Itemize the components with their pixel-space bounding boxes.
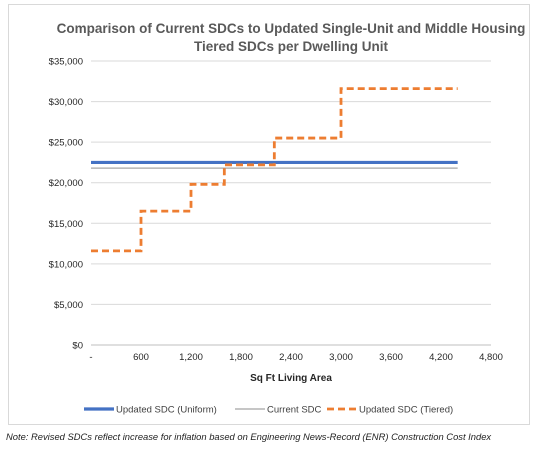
x-tick-label: 1,200 (179, 352, 203, 363)
legend-label: Updated SDC (Tiered) (359, 405, 453, 416)
series-line (91, 87, 458, 253)
gridlines (91, 60, 491, 305)
y-tick-label: $15,000 (49, 219, 83, 230)
series-lines (91, 87, 458, 253)
y-tick-label: $25,000 (49, 138, 83, 149)
y-tick-label: $20,000 (49, 178, 83, 189)
y-tick-label: $35,000 (49, 57, 83, 68)
y-tick-label: $5,000 (54, 300, 83, 311)
x-axis-title: Sq Ft Living Area (250, 373, 332, 384)
y-tick-label: $10,000 (49, 259, 83, 270)
x-tick-label: - (89, 352, 92, 363)
x-tick-label: 3,000 (329, 352, 353, 363)
chart-title-line-2: Tiered SDCs per Dwelling Unit (194, 39, 389, 54)
y-tick-label: $30,000 (49, 97, 83, 108)
y-tick-label: $0 (72, 341, 83, 352)
chart-canvas: Comparison of Current SDCs to Updated Si… (49, 21, 526, 416)
x-tick-label: 4,800 (479, 352, 503, 363)
legend-label: Updated SDC (Uniform) (116, 405, 217, 416)
x-tick-label: 2,400 (279, 352, 303, 363)
legend: Updated SDC (Uniform) Current SDC Updated … (84, 405, 453, 416)
x-tick-label: 3,600 (379, 352, 403, 363)
chart-title-line-1: Comparison of Current SDCs to Updated Si… (57, 21, 526, 36)
legend-label: Current SDC (267, 405, 322, 416)
footnote: Note: Revised SDCs reflect increase for … (6, 431, 492, 442)
tick-labels: $0 $5,000 $10,000 $15,000 $20,000 $25,000 $30,… (49, 57, 503, 364)
x-tick-label: 600 (133, 352, 149, 363)
x-tick-label: 4,200 (429, 352, 453, 363)
chart-container: Comparison of Current SDCs to Updated Si… (8, 4, 530, 425)
x-tick-label: 1,800 (229, 352, 253, 363)
